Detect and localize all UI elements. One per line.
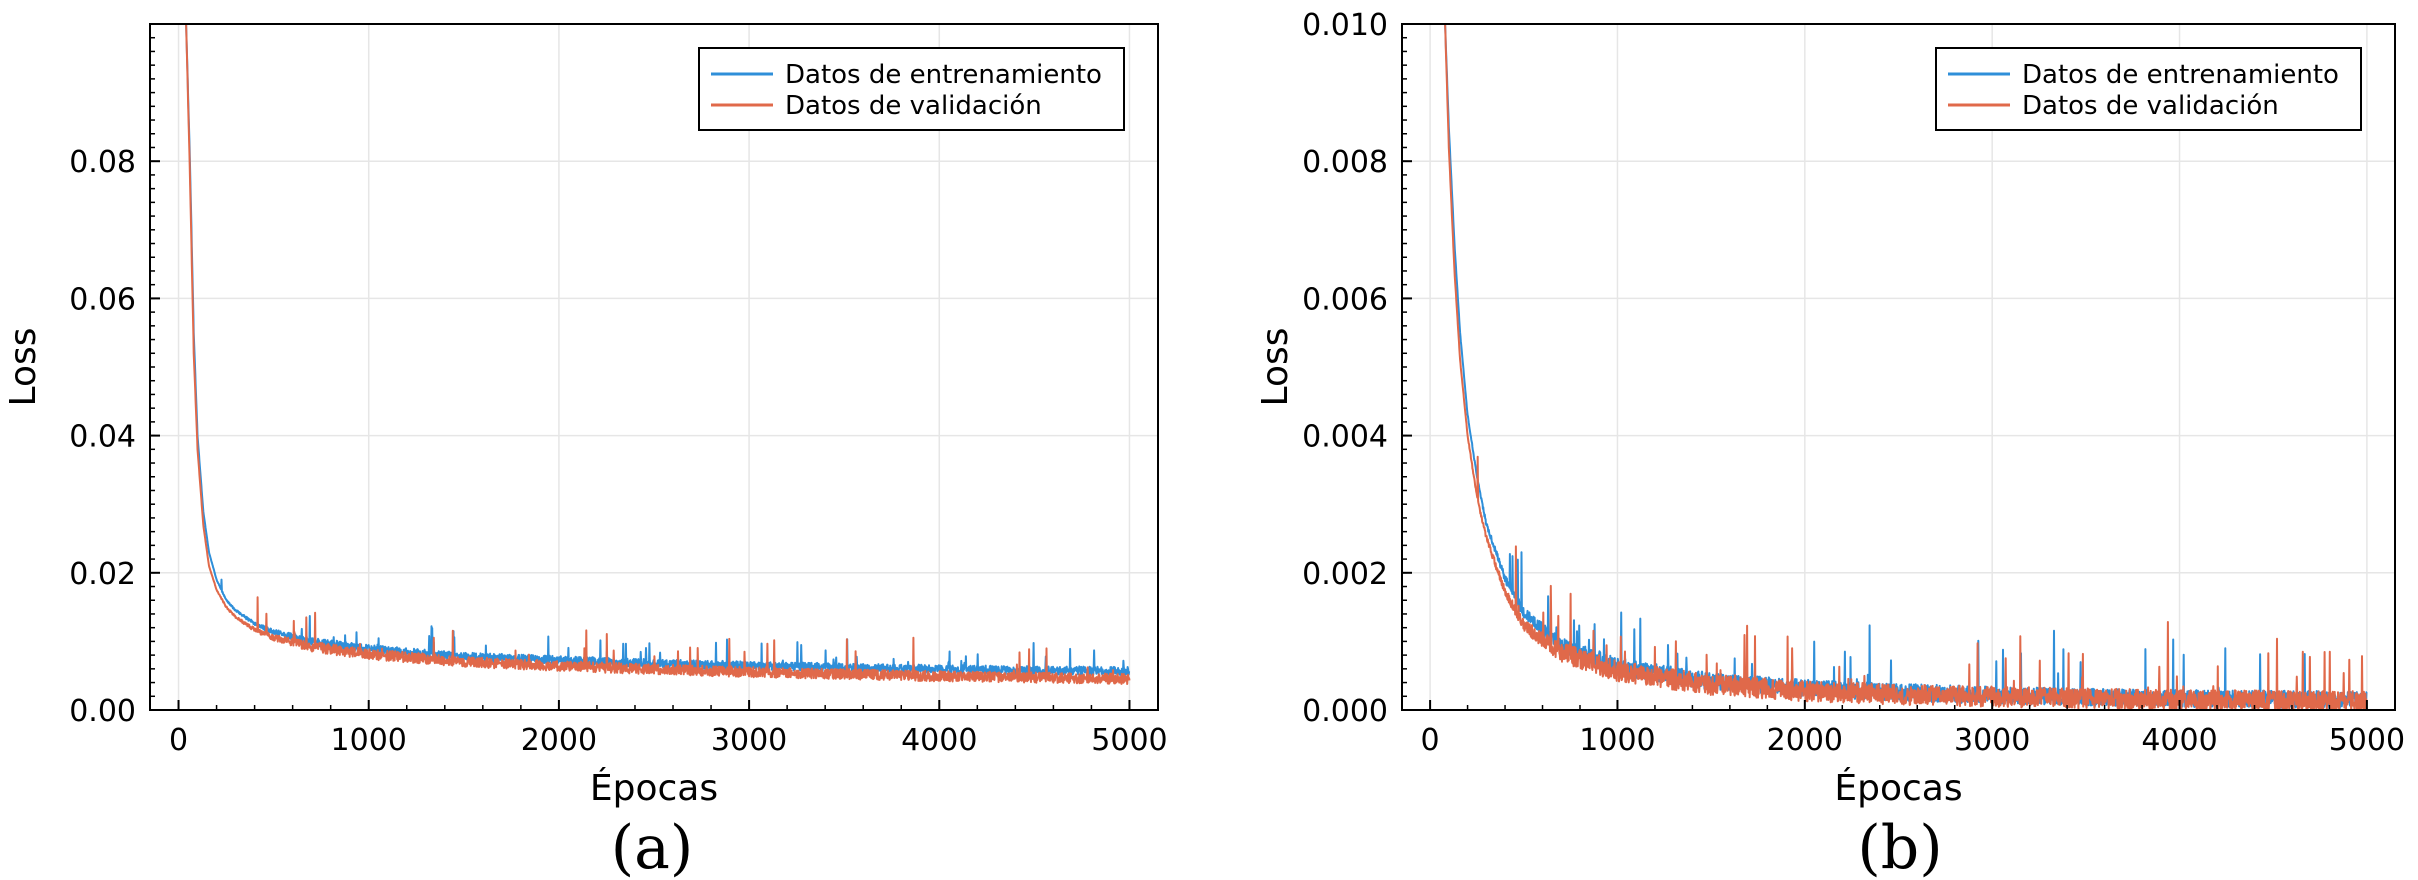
legend-box-b — [1935, 47, 2362, 131]
x-tick-label-1: 1000 — [331, 723, 407, 758]
x-tick-label-2: 2000 — [1767, 723, 1843, 758]
x-tick-label-5: 5000 — [1091, 723, 1167, 758]
y-tick-label-4: 0.008 — [1302, 145, 1388, 180]
y-ticks-a: 0.00 0.02 0.04 0.06 0.08 — [69, 36, 160, 729]
y-tick-label-1: 0.02 — [69, 557, 136, 592]
legend-label-train-a: Datos de entrenamiento — [785, 60, 1102, 90]
legend-a: Datos de entrenamiento Datos de validaci… — [698, 47, 1125, 131]
x-tick-label-4: 4000 — [901, 723, 977, 758]
x-axis-title-b: Épocas — [1834, 767, 1962, 809]
y-tick-label-0: 0.000 — [1302, 694, 1388, 729]
y-tick-label-2: 0.004 — [1302, 420, 1388, 455]
legend-label-val-b: Datos de validación — [2022, 91, 2279, 121]
panel-b: 0 1000 2000 3000 4000 5000 0.0000.0020.0040.0… — [1255, 8, 2405, 880]
x-tick-label-0: 0 — [1421, 723, 1440, 758]
x-ticks-b: 0 1000 2000 3000 4000 5000 — [1421, 700, 2405, 758]
y-tick-label-3: 0.06 — [69, 282, 136, 317]
x-tick-label-3: 3000 — [1954, 723, 2030, 758]
x-tick-label-5: 5000 — [2329, 723, 2405, 758]
y-ticks-b: 0.000 0.002 0.004 0.006 0.008 0.010 — [1302, 8, 1412, 729]
plot-area-a — [185, 24, 1131, 685]
legend-label-train-b: Datos de entrenamiento — [2022, 60, 2339, 90]
y-axis-title-a: Loss — [3, 328, 44, 407]
series-val-line-b — [1444, 24, 2368, 710]
series-val-line-a — [185, 24, 1131, 685]
x-tick-label-0: 0 — [169, 723, 188, 758]
panel-caption-a: (a) — [611, 813, 694, 880]
legend-box-a — [698, 47, 1125, 131]
x-tick-label-4: 4000 — [2141, 723, 2217, 758]
y-tick-label-4: 0.08 — [69, 145, 136, 180]
y-tick-label-1: 0.002 — [1302, 557, 1388, 592]
y-axis-title-b: Loss — [1255, 328, 1296, 407]
y-tick-label-5: 0.010 — [1302, 8, 1388, 43]
legend-label-val-a: Datos de validación — [785, 91, 1042, 121]
x-tick-label-3: 3000 — [711, 723, 787, 758]
x-ticks-a: 0 1000 2000 3000 4000 5000 — [169, 700, 1168, 758]
x-axis-title-a: Épocas — [590, 767, 718, 809]
panel-caption-b: (b) — [1857, 813, 1942, 880]
plot-area-b — [1444, 24, 2368, 710]
y-tick-label-2: 0.04 — [69, 420, 136, 455]
legend-b: Datos de entrenamiento Datos de validaci… — [1935, 47, 2362, 131]
panel-a: 0 1000 2000 3000 4000 5000 0.000.020.040.060.… — [3, 23, 1168, 880]
x-tick-label-2: 2000 — [521, 723, 597, 758]
x-tick-label-1: 1000 — [1579, 723, 1655, 758]
y-tick-label-0: 0.00 — [69, 694, 136, 729]
series-train-line-a — [185, 24, 1131, 676]
y-tick-label-3: 0.006 — [1302, 282, 1388, 317]
